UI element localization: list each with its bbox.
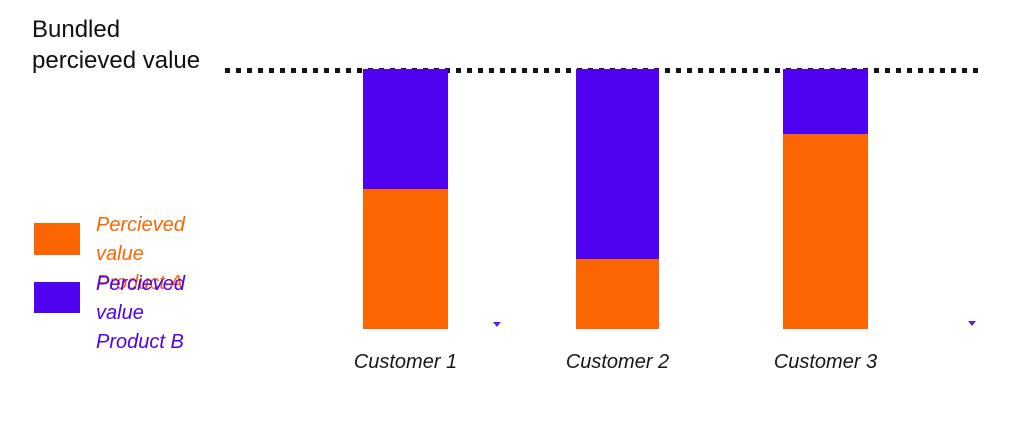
bar-segment-product-a — [576, 259, 659, 329]
bar-segment-product-a — [363, 189, 448, 329]
x-axis-label: Customer 1 — [353, 351, 458, 373]
legend-label-product-a: Percieved value Product A — [96, 214, 185, 294]
bar-segment-product-b — [576, 69, 659, 259]
product-a-swatch — [34, 223, 80, 255]
bar-customer-2 — [576, 69, 659, 329]
bar-segment-product-b — [783, 69, 868, 134]
small-triangle-artifact-1 — [493, 322, 501, 327]
x-axis-label: Customer 2 — [565, 351, 670, 373]
chart-title: Bundled percieved value — [32, 16, 201, 74]
small-triangle-artifact-2 — [968, 321, 976, 326]
legend-label-product-b: Percieved value Product B — [96, 273, 185, 353]
x-axis-label: Customer 3 — [773, 351, 878, 373]
bar-segment-product-b — [363, 69, 448, 189]
bar-segment-product-a — [783, 134, 868, 329]
product-b-swatch — [34, 282, 80, 313]
bar-customer-3 — [783, 69, 868, 329]
bar-customer-1 — [363, 69, 448, 329]
